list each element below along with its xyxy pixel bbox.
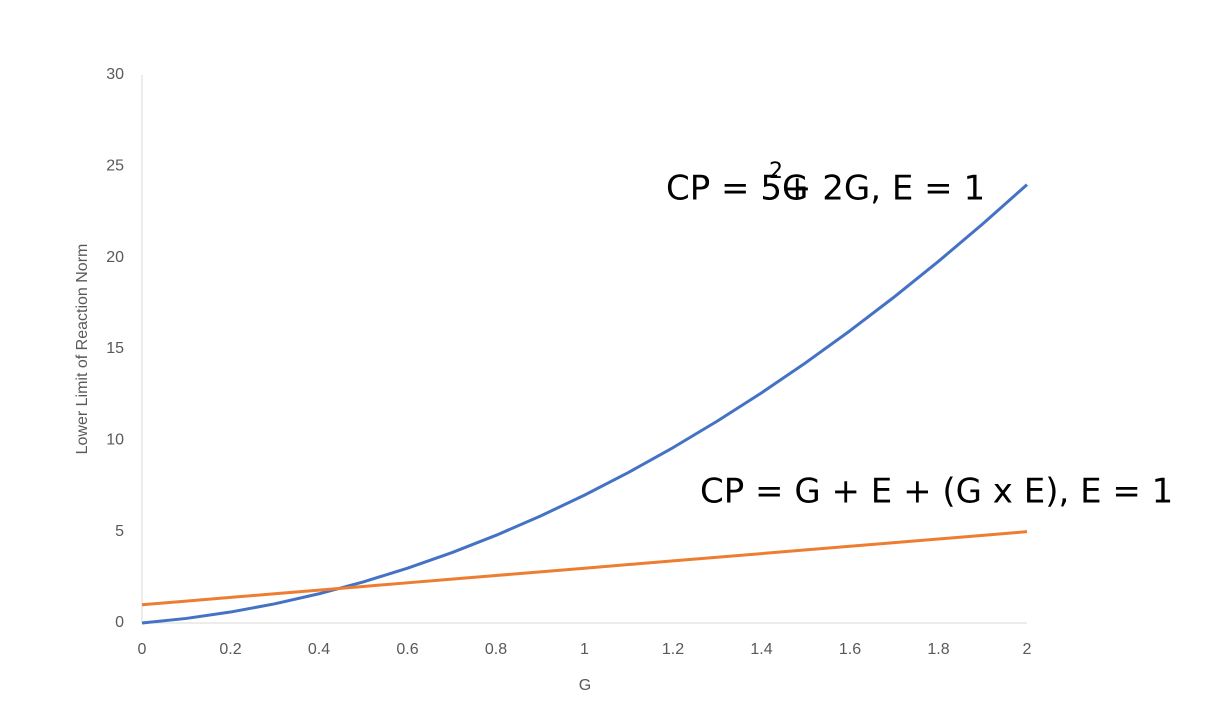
annotation: CP = G + E + (G x E), E = 1 <box>700 472 1173 512</box>
x-tick-label: 0.2 <box>219 641 241 658</box>
annotation: + 2G, E = 1 <box>783 169 985 209</box>
x-axis-title: G <box>579 677 591 694</box>
series-line <box>141 183 1028 625</box>
x-tick-label: 1 <box>580 641 589 658</box>
x-tick-label: 1.2 <box>662 641 684 658</box>
x-tick-label: 0.6 <box>396 641 418 658</box>
series-line <box>141 530 1028 607</box>
y-tick-label: 10 <box>106 432 124 449</box>
x-tick-label: 2 <box>1023 641 1032 658</box>
annotation-superscript: 2 <box>769 159 783 184</box>
x-tick-label: 1.8 <box>927 641 949 658</box>
y-tick-label: 5 <box>115 523 124 540</box>
x-tick-label: 0 <box>138 641 147 658</box>
annotation: CP = 5G <box>666 169 808 209</box>
y-tick-label: 20 <box>106 249 124 266</box>
y-tick-label: 15 <box>106 340 124 357</box>
x-tick-label: 0.4 <box>308 641 330 658</box>
x-tick-label: 1.6 <box>839 641 861 658</box>
x-tick-label: 1.4 <box>750 641 772 658</box>
y-tick-label: 0 <box>115 614 124 631</box>
x-tick-label: 0.8 <box>485 641 507 658</box>
y-tick-label: 25 <box>106 158 124 175</box>
y-tick-label: 30 <box>106 66 124 83</box>
y-axis-title: Lower Limit of Reaction Norm <box>74 244 91 455</box>
